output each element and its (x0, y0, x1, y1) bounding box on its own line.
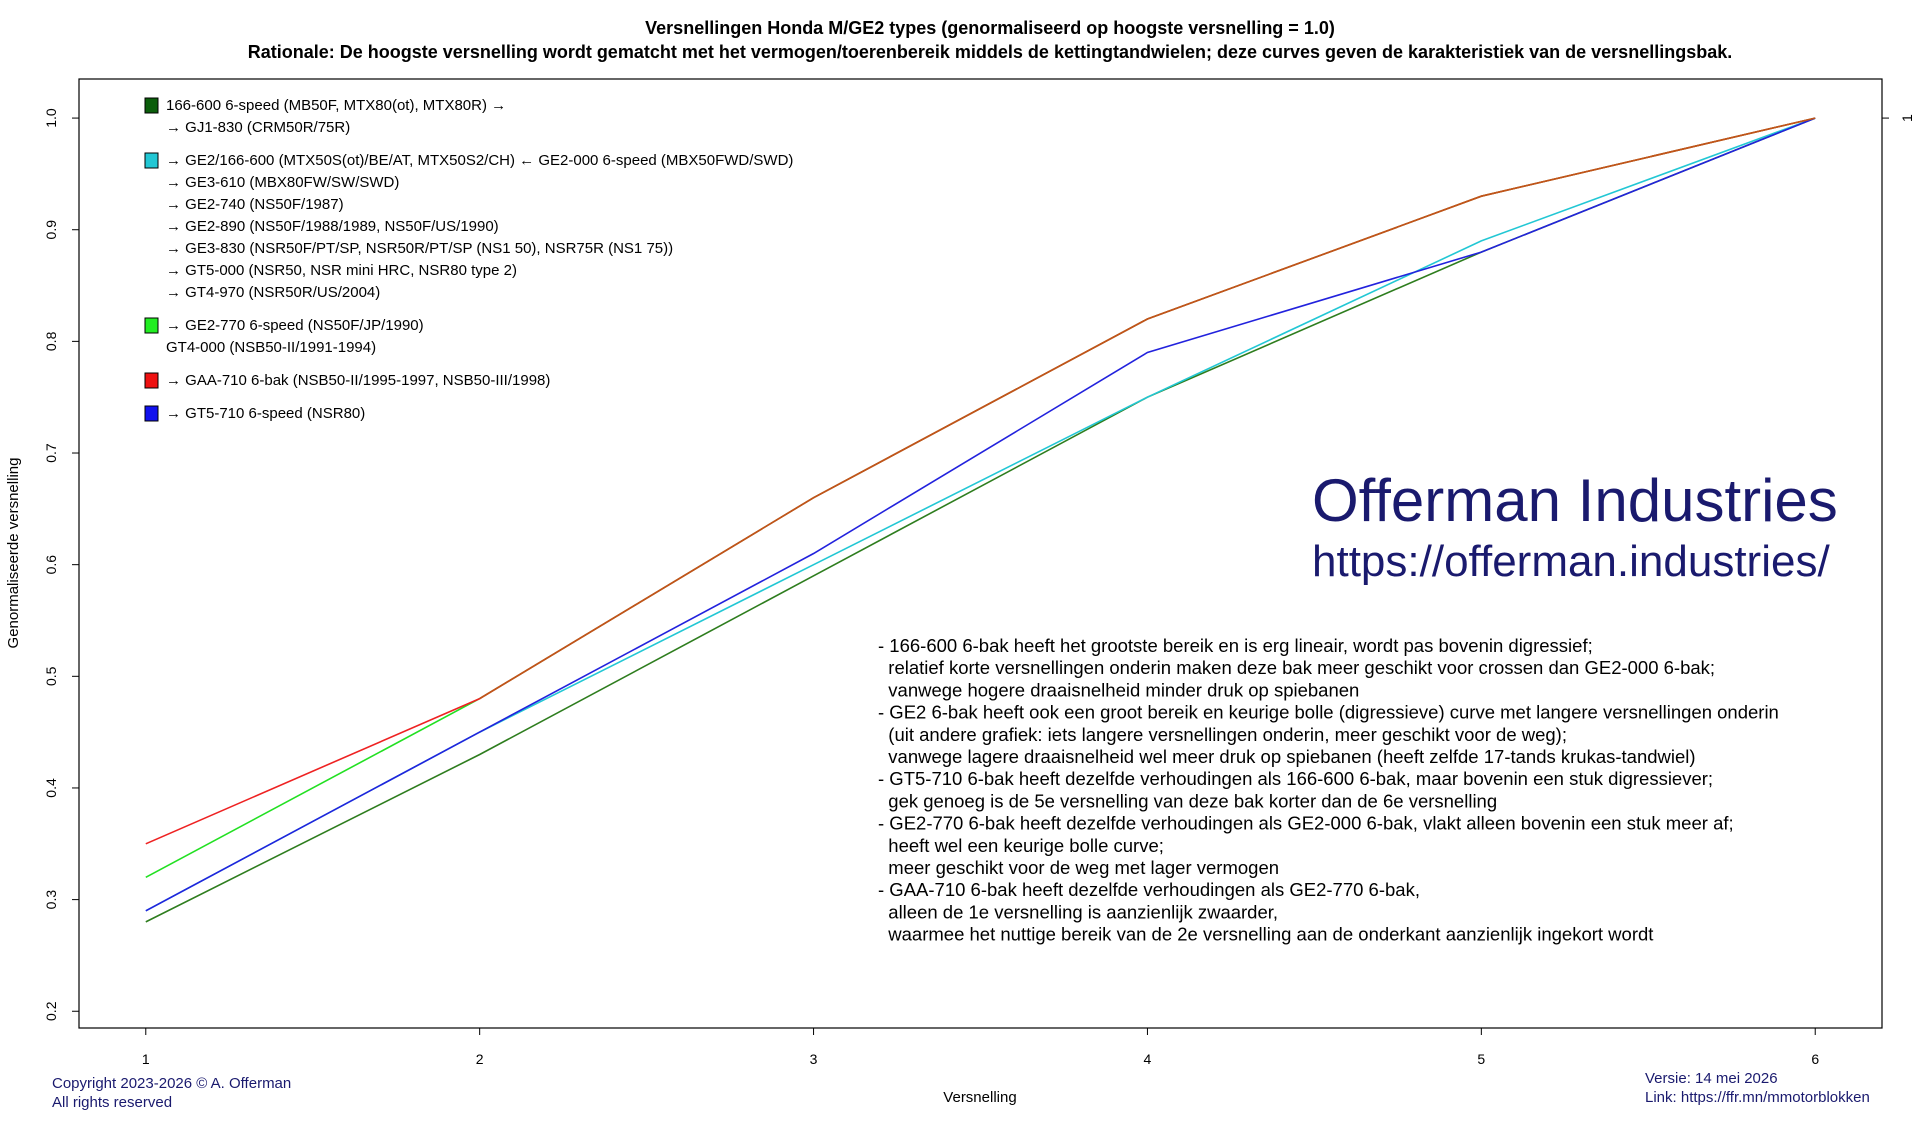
note-line: - 166-600 6-bak heeft het grootste berei… (878, 635, 1593, 656)
note-line: - GE2-770 6-bak heeft dezelfde verhoudin… (878, 813, 1734, 834)
legend-entry-line: GT4-000 (NSB50-II/1991-1994) (166, 339, 376, 356)
x-axis: 1 2 3 4 5 6 (142, 1028, 1819, 1067)
x-tick-label: 4 (1144, 1051, 1152, 1067)
legend-swatch (144, 372, 159, 389)
legend-entry-line: → GE2-740 (NS50F/1987) (166, 196, 344, 213)
note-line: relatief korte versnellingen onderin mak… (878, 657, 1715, 678)
note-line: - GE2 6-bak heeft ook een groot bereik e… (878, 702, 1779, 723)
overlay-line (479, 117, 1816, 700)
right-tick-label: 1 (1899, 114, 1915, 122)
note-line: vanwege hogere draaisnelheid minder druk… (878, 679, 1359, 700)
y-tick-label: 0.3 (43, 890, 59, 910)
x-tick-label: 3 (810, 1051, 818, 1067)
footer-copyright: Copyright 2023-2026 © A. Offerman (52, 1075, 291, 1092)
legend-entry-line: → GT4-970 (NSR50R/US/2004) (166, 284, 380, 301)
y-tick-label: 0.6 (43, 555, 59, 575)
footer-link[interactable]: Link: https://ffr.mn/mmotorblokken (1645, 1089, 1870, 1106)
y-axis: 0.2 0.3 0.4 0.5 0.6 0.7 0.8 0.9 1.0 1 (43, 108, 1915, 1021)
footer-version: Versie: 14 mei 2026 (1645, 1070, 1778, 1087)
note-line: (uit andere grafiek: iets langere versne… (878, 724, 1567, 745)
legend-entry-line: → GT5-000 (NSR50, NSR mini HRC, NSR80 ty… (166, 262, 517, 279)
y-tick-label: 0.2 (43, 1001, 59, 1021)
note-line: vanwege lagere draaisnelheid wel meer dr… (878, 746, 1696, 767)
footer-rights: All rights reserved (52, 1094, 172, 1111)
y-tick-label: 0.4 (43, 778, 59, 798)
legend-entry-line: → GE3-830 (NSR50F/PT/SP, NSR50R/PT/SP (N… (166, 240, 673, 257)
notes-block: - 166-600 6-bak heeft het grootste berei… (878, 635, 1779, 945)
legend-swatch (144, 405, 159, 422)
legend-swatch (144, 97, 159, 114)
brand-url: https://offerman.industries/ (1312, 537, 1830, 586)
y-tick-label: 0.9 (43, 220, 59, 240)
x-tick-label: 5 (1477, 1051, 1485, 1067)
legend-entry-line: 166-600 6-speed (MB50F, MTX80(ot), MTX80… (166, 97, 506, 114)
legend-entry-line: → GE3-610 (MBX80FW/SW/SWD) (166, 174, 399, 191)
legend-swatch (144, 317, 159, 334)
series-line (145, 117, 1816, 912)
legend-entry-line: → GE2-890 (NS50F/1988/1989, NS50F/US/199… (166, 218, 499, 235)
note-line: gek genoeg is de 5e versnelling van deze… (878, 790, 1497, 811)
x-tick-label: 2 (476, 1051, 484, 1067)
y-axis-label: Genormaliseerde versnelling (5, 458, 22, 649)
legend: 166-600 6-speed (MB50F, MTX80(ot), MTX80… (144, 97, 793, 422)
x-tick-label: 6 (1811, 1051, 1819, 1067)
note-line: heeft wel een keurige bolle curve; (878, 835, 1164, 856)
legend-entry-line: → GJ1-830 (CRM50R/75R) (166, 119, 350, 136)
y-tick-label: 1.0 (43, 108, 59, 128)
x-tick-label: 1 (142, 1051, 150, 1067)
legend-swatch (144, 152, 159, 169)
note-line: - GAA-710 6-bak heeft dezelfde verhoudin… (878, 879, 1420, 900)
legend-entry-line: → GAA-710 6-bak (NSB50-II/1995-1997, NSB… (166, 372, 550, 389)
note-line: alleen de 1e versnelling is aanzienlijk … (878, 901, 1278, 922)
chart-title: Versnellingen Honda M/GE2 types (genorma… (645, 18, 1335, 38)
note-line: meer geschikt voor de weg met lager verm… (878, 857, 1279, 878)
x-axis-label: Versnelling (943, 1089, 1016, 1106)
note-line: - GT5-710 6-bak heeft dezelfde verhoudin… (878, 768, 1713, 789)
plot-frame (78, 78, 1883, 1029)
brand-name: Offerman Industries (1312, 467, 1838, 534)
y-tick-label: 0.7 (43, 443, 59, 463)
y-tick-label: 0.5 (43, 666, 59, 686)
legend-entry-line: → GE2-770 6-speed (NS50F/JP/1990) (166, 317, 424, 334)
legend-entry-line: → GT5-710 6-speed (NSR80) (166, 405, 365, 422)
y-tick-label: 0.8 (43, 331, 59, 351)
chart-subtitle: Rationale: De hoogste versnelling wordt … (248, 42, 1732, 62)
legend-entry-line: → GE2/166-600 (MTX50S(ot)/BE/AT, MTX50S2… (166, 152, 793, 169)
note-line: waarmee het nuttige bereik van de 2e ver… (878, 924, 1653, 945)
series-lines (145, 117, 1816, 923)
